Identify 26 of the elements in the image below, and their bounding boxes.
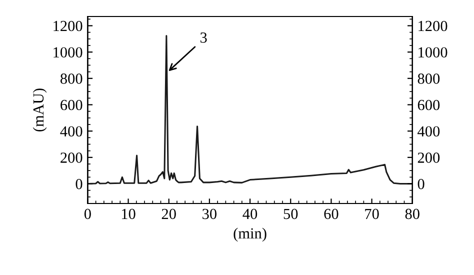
y-tick-label: 400 <box>60 126 82 137</box>
y2-tick-label: 200 <box>418 152 440 163</box>
x-tick-label: 70 <box>365 208 379 220</box>
x-tick-label: 0 <box>84 208 91 220</box>
y2-tick-label: 0 <box>418 178 424 190</box>
y-tick-label: 600 <box>60 100 82 110</box>
y-tick-label: 800 <box>60 74 82 84</box>
x-tick-label: 50 <box>284 208 298 220</box>
x-tick-label: 60 <box>324 208 338 220</box>
y2-tick-label: 1000 <box>418 47 448 58</box>
y-tick-label: 1000 <box>54 47 82 58</box>
y2-tick-label: 1200 <box>418 20 448 32</box>
x-tick-label: 20 <box>162 208 176 220</box>
annotation: 3 <box>200 32 207 43</box>
y-tick-label: 200 <box>60 152 82 163</box>
y-tick-label: 0 <box>76 178 82 190</box>
x-tick-label: 30 <box>202 208 217 220</box>
x-axis-title: (min) <box>234 228 266 242</box>
y-tick-label: 1200 <box>54 20 82 32</box>
y-axis-title: (mAU) <box>32 88 47 132</box>
x-tick-label: 40 <box>242 208 258 220</box>
x-tick-label: 10 <box>122 208 136 220</box>
y2-tick-label: 400 <box>418 126 440 137</box>
x-tick-label: 80 <box>405 208 420 220</box>
y2-tick-label: 600 <box>418 100 440 110</box>
y2-tick-label: 800 <box>418 74 440 84</box>
